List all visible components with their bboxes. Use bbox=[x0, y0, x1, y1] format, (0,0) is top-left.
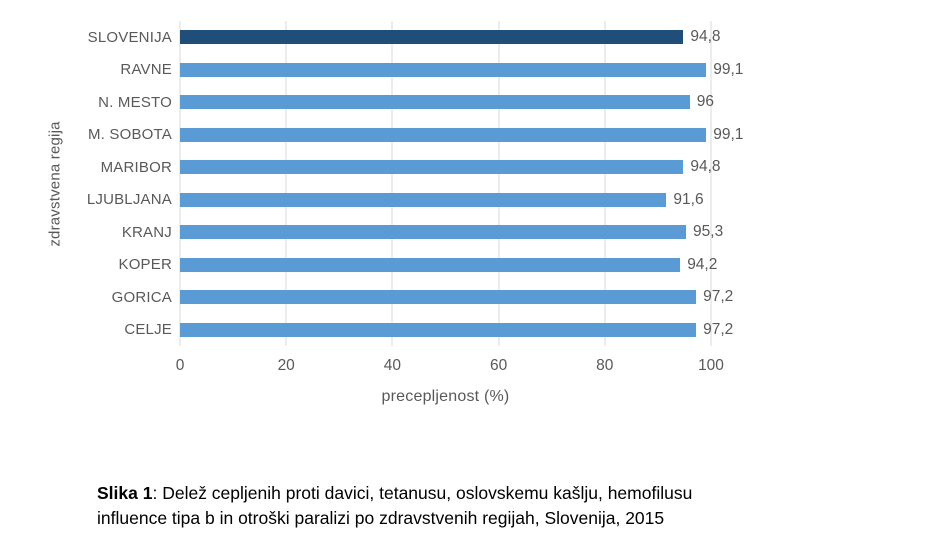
value-label: 91,6 bbox=[673, 190, 704, 208]
category-label: M. SOBOTA bbox=[87, 126, 172, 144]
category-label: RAVNE bbox=[120, 61, 172, 79]
bar-track: 96 bbox=[180, 86, 714, 119]
category-label: CELJE bbox=[124, 321, 172, 339]
bar bbox=[180, 127, 707, 142]
bar-track: 94,8 bbox=[180, 151, 721, 184]
x-tick-label: 0 bbox=[175, 357, 185, 374]
gridline-100 bbox=[710, 21, 712, 346]
bar-row: N. MESTO 96 bbox=[60, 86, 900, 119]
bar-row: MARIBOR 94,8 bbox=[60, 151, 900, 184]
value-label: 94,8 bbox=[690, 158, 721, 176]
bar-track: 97,2 bbox=[180, 281, 733, 314]
x-tick-label: 20 bbox=[277, 357, 295, 374]
bar-row: CELJE 97,2 bbox=[60, 314, 900, 347]
bar-track: 91,6 bbox=[180, 184, 711, 217]
bar bbox=[180, 225, 687, 240]
bar-row: SLOVENIJA 94,8 bbox=[60, 21, 900, 54]
category-label: LJUBLJANA bbox=[86, 191, 172, 209]
x-axis-ticks: 0 20 40 60 80 100 bbox=[176, 357, 724, 375]
bar-track: 97,2 bbox=[180, 314, 733, 347]
bar-track: 94,8 bbox=[180, 21, 721, 54]
gridline-20 bbox=[285, 21, 287, 346]
gridlines bbox=[179, 21, 712, 346]
x-axis-title: precepljenost (%) bbox=[381, 388, 510, 405]
bar bbox=[180, 322, 697, 337]
bar-row: KRANJ 95,3 bbox=[60, 216, 900, 249]
bar-row: M. SOBOTA 99,1 bbox=[60, 119, 900, 152]
bar bbox=[180, 95, 690, 110]
bar bbox=[180, 257, 681, 272]
bar-track: 94,2 bbox=[180, 249, 717, 282]
bar-row: LJUBLJANA 91,6 bbox=[60, 184, 900, 217]
category-label: MARIBOR bbox=[100, 158, 172, 176]
value-label: 94,8 bbox=[690, 28, 721, 46]
bar-row: KOPER 94,2 bbox=[60, 249, 900, 282]
value-label: 99,1 bbox=[713, 125, 744, 143]
category-label: KRANJ bbox=[121, 223, 172, 241]
bar bbox=[180, 160, 684, 175]
category-label: SLOVENIJA bbox=[87, 28, 172, 46]
bar-track: 99,1 bbox=[180, 54, 743, 87]
gridline-40 bbox=[391, 21, 393, 346]
category-label: GORICA bbox=[111, 288, 172, 306]
x-tick-label: 40 bbox=[383, 357, 402, 374]
gridline-60 bbox=[498, 21, 500, 346]
bar bbox=[180, 30, 684, 45]
bar-row: RAVNE 99,1 bbox=[60, 54, 900, 87]
value-label: 94,2 bbox=[687, 255, 718, 273]
value-label: 99,1 bbox=[713, 60, 744, 78]
bar-track: 95,3 bbox=[180, 216, 723, 249]
value-label: 97,2 bbox=[703, 320, 734, 338]
category-label: N. MESTO bbox=[98, 93, 172, 111]
figure-caption: Slika 1: Delež cepljenih proti davici, t… bbox=[97, 481, 887, 531]
x-tick-label: 80 bbox=[596, 357, 614, 374]
gridline-80 bbox=[604, 21, 606, 346]
caption-line2: influence tipa b in otroški paralizi po … bbox=[97, 508, 665, 528]
x-tick-label: 100 bbox=[698, 357, 724, 374]
bar-rows: SLOVENIJA 94,8 RAVNE 99,1 N. MESTO 96 M. SOBOT… bbox=[60, 21, 900, 346]
value-label: 97,2 bbox=[703, 288, 734, 306]
x-tick-label: 60 bbox=[489, 357, 508, 374]
category-label: KOPER bbox=[118, 256, 172, 274]
bar bbox=[180, 290, 697, 305]
caption-label: Slika 1 bbox=[97, 483, 153, 503]
caption-separator: : bbox=[152, 483, 163, 503]
value-label: 95,3 bbox=[693, 223, 724, 241]
value-label: 96 bbox=[696, 93, 714, 111]
bar-row: GORICA 97,2 bbox=[60, 281, 900, 314]
caption-line1: Delež cepljenih proti davici, tetanusu, … bbox=[162, 483, 693, 503]
gridline-0 bbox=[179, 21, 181, 346]
bar bbox=[180, 62, 707, 77]
bar bbox=[180, 192, 667, 207]
bar-track: 99,1 bbox=[180, 119, 743, 152]
